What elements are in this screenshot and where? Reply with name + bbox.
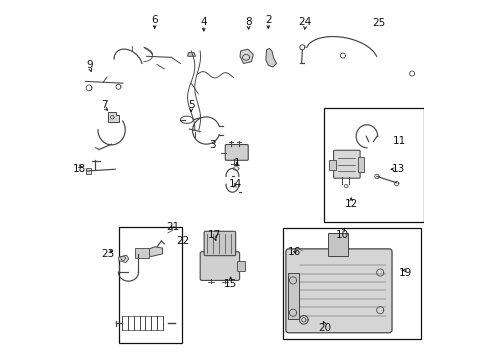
Text: 10: 10 [336,230,349,239]
Text: 13: 13 [392,164,405,174]
Polygon shape [143,247,163,256]
Bar [358,157,365,172]
Text: 8: 8 [245,17,252,27]
Polygon shape [188,53,196,56]
Bar [237,261,245,271]
Text: 22: 22 [177,236,190,246]
Polygon shape [240,49,253,63]
Text: 9: 9 [87,60,94,70]
FancyBboxPatch shape [200,252,240,280]
Text: 11: 11 [393,136,407,146]
Text: 1: 1 [234,158,241,168]
Bar [329,160,336,170]
Polygon shape [108,112,119,122]
Text: 3: 3 [209,140,215,150]
Text: 12: 12 [344,199,358,210]
FancyBboxPatch shape [286,249,392,333]
Bar [288,273,299,319]
Text: 21: 21 [167,222,180,232]
Text: 6: 6 [151,15,158,26]
Text: 14: 14 [228,179,242,189]
Text: 16: 16 [288,247,301,257]
Text: 17: 17 [208,230,221,239]
Bar [86,168,91,174]
Text: 4: 4 [200,17,207,27]
Text: 7: 7 [101,100,108,110]
Bar [324,108,423,222]
Text: 25: 25 [372,18,385,28]
FancyBboxPatch shape [212,236,222,245]
Bar [135,248,148,258]
Text: 2: 2 [265,15,271,26]
Bar [119,227,182,343]
Text: 24: 24 [298,17,312,27]
Text: 19: 19 [398,268,412,278]
Text: 5: 5 [188,100,195,110]
FancyBboxPatch shape [334,150,360,178]
Text: 15: 15 [224,279,237,289]
Text: 23: 23 [101,248,115,258]
Polygon shape [119,255,129,262]
FancyBboxPatch shape [204,231,236,256]
FancyBboxPatch shape [225,144,248,160]
Polygon shape [266,48,276,67]
Text: 20: 20 [318,323,331,333]
Text: 18: 18 [73,164,86,174]
Bar [283,228,421,338]
Bar [328,233,348,256]
